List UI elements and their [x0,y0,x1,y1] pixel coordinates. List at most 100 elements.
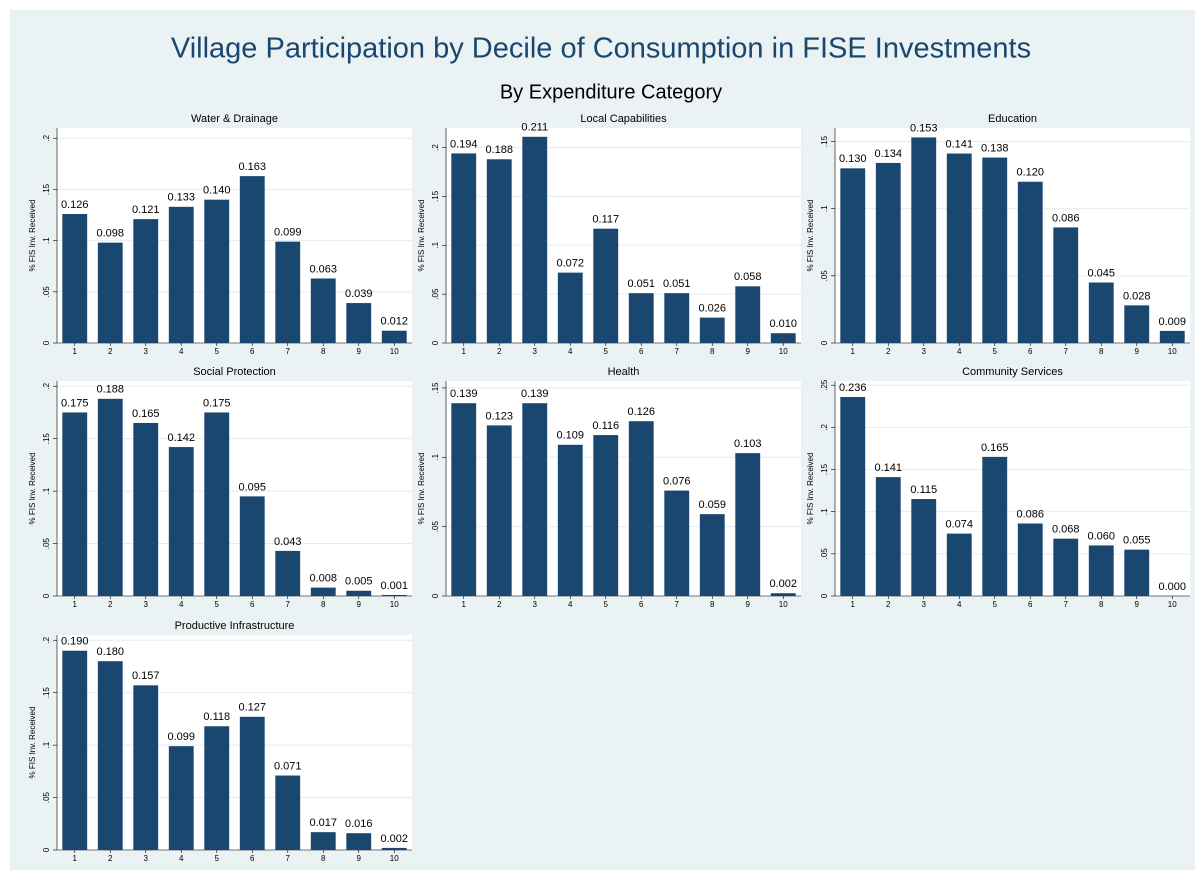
value-label: 0.039 [345,288,373,300]
y-tick-label: .2 [820,423,829,430]
y-tick-label: .05 [431,288,440,300]
bar [168,746,194,850]
y-tick-label: 0 [820,340,829,345]
bar [346,833,372,850]
x-tick-label: 9 [746,347,751,356]
y-axis-label: % FIS Inv. Received [28,453,37,525]
value-label: 0.071 [274,760,302,772]
bar [1053,227,1079,343]
value-label: 0.059 [698,499,726,511]
value-label: 0.139 [450,388,478,400]
value-label: 0.133 [167,192,195,204]
bar [62,214,88,343]
value-label: 0.043 [274,536,302,548]
bar [97,398,123,596]
x-tick-label: 9 [357,347,362,356]
y-tick-label: .05 [820,270,829,282]
x-tick-label: 10 [390,854,399,863]
bar [62,650,88,850]
y-tick-label: .15 [820,135,829,147]
x-tick-label: 2 [108,600,113,609]
bar [1124,305,1150,343]
x-tick-label: 3 [144,600,149,609]
x-tick-label: 2 [497,347,502,356]
x-tick-label: 9 [357,600,362,609]
bar [275,241,301,343]
value-label: 0.188 [96,384,124,396]
value-label: 0.008 [309,573,337,585]
y-tick-label: .25 [820,379,829,391]
bar [735,286,761,343]
bar [381,330,407,343]
value-label: 0.236 [839,382,867,394]
bar [699,317,725,343]
bar [381,847,407,850]
value-label: 0.194 [450,138,478,150]
y-axis-label: % FIS Inv. Received [806,200,815,272]
bar [133,422,159,596]
x-tick-label: 6 [639,347,644,356]
bar [275,775,301,850]
bar [239,176,265,343]
bar [310,278,336,343]
y-tick-label: .1 [42,741,51,748]
x-tick-label: 5 [215,347,220,356]
x-tick-label: 10 [390,600,399,609]
y-tick-label: .1 [42,487,51,494]
bar [451,403,477,596]
value-label: 0.118 [203,711,230,723]
value-label: 0.138 [981,142,1009,154]
value-label: 0.001 [380,580,408,592]
x-tick-label: 5 [993,600,998,609]
value-label: 0.211 [521,122,548,134]
value-label: 0.086 [1016,508,1044,520]
value-label: 0.055 [1123,535,1151,547]
bar [1159,330,1185,343]
x-tick-label: 5 [604,347,609,356]
x-tick-label: 9 [357,854,362,863]
bar [840,168,866,343]
x-tick-label: 6 [1028,600,1033,609]
x-tick-label: 2 [108,854,113,863]
bar [62,412,88,596]
y-tick-label: .1 [42,237,51,244]
bar [664,293,690,343]
bar [522,403,548,596]
bar [946,153,972,343]
x-tick-label: 4 [568,600,573,609]
x-tick-label: 3 [144,347,149,356]
value-label: 0.117 [592,214,619,226]
x-tick-label: 10 [390,347,399,356]
y-axis-label: % FIS Inv. Received [417,453,426,525]
value-label: 0.153 [910,122,938,134]
x-tick-label: 9 [1135,600,1140,609]
bar [381,594,407,596]
bar [239,496,265,596]
x-tick-label: 6 [250,347,255,356]
y-tick-label: .15 [820,463,829,475]
value-label: 0.074 [945,519,973,531]
value-label: 0.121 [132,204,160,216]
bar [875,162,901,343]
value-label: 0.098 [96,228,124,240]
value-label: 0.141 [874,462,902,474]
y-tick-label: .05 [42,537,51,549]
bar [1017,523,1043,596]
value-label: 0.116 [592,420,619,432]
value-label: 0.099 [167,731,195,743]
value-label: 0.051 [663,278,691,290]
x-tick-label: 8 [321,347,326,356]
subtitle: By Expenditure Category [500,81,722,103]
y-tick-label: .2 [42,636,51,643]
bar [557,272,583,343]
x-tick-label: 1 [462,347,467,356]
y-tick-label: .15 [42,183,51,195]
x-tick-label: 9 [746,600,751,609]
bar [628,421,654,596]
panel-title: Social Protection [193,366,276,378]
value-label: 0.163 [238,161,266,173]
value-label: 0.060 [1087,530,1115,542]
bar [593,228,619,343]
bar [310,587,336,596]
x-tick-label: 6 [639,600,644,609]
